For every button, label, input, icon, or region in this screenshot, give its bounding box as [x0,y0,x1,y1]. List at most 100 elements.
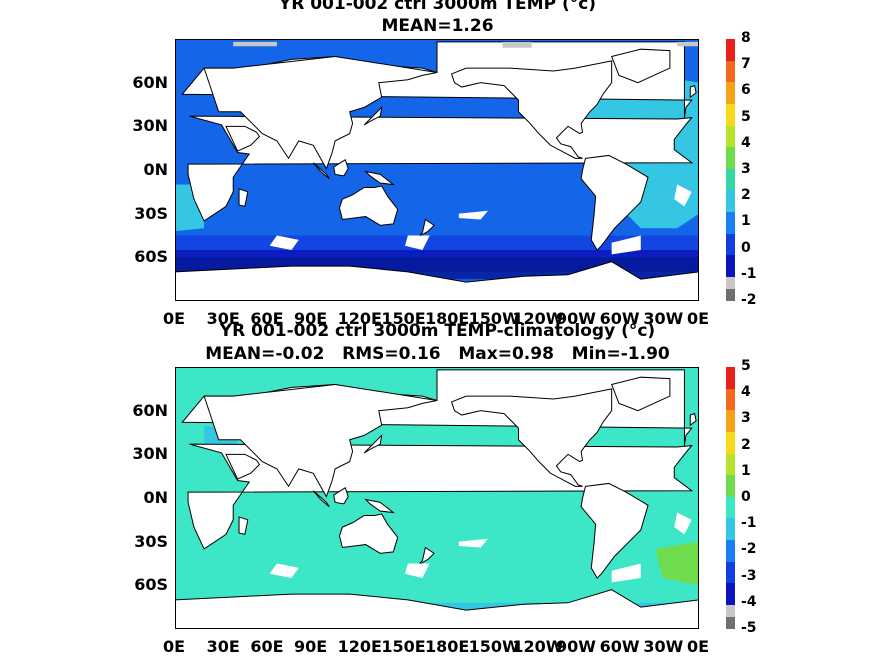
colorbar-tick-label: -3 [741,567,757,584]
lon-tick-label: 120W [512,637,564,656]
land-mass [364,498,396,514]
colorbar-tick-label: 0 [741,239,751,256]
land-mass [175,261,699,301]
land-mass [363,433,383,454]
colorbar-segment [726,367,735,390]
land-mass [175,589,699,629]
colorbar-tick-label: 4 [741,384,751,401]
colorbar-segment [726,147,735,170]
colorbar-segment [726,410,735,433]
lat-tick-label: 60S [134,247,168,267]
land-mass [338,185,399,226]
land-mass [450,60,613,159]
panel2-map [175,367,699,629]
land-mass [363,105,383,126]
land-mass [417,546,435,566]
colorbar-tick-label: -4 [741,593,757,610]
shallow-region [269,563,299,579]
colorbar-tick-label: 8 [741,30,751,46]
lon-tick-label: 150W [468,309,520,328]
colorbar-tick-label: 5 [741,358,751,374]
lon-tick-label: 90E [294,637,328,656]
colorbar-tick-label: 0 [741,489,751,505]
colorbar-segment [726,583,735,606]
land-mass [610,48,671,84]
lon-tick-label: 120E [337,309,382,328]
lon-tick-label: 150E [381,309,426,328]
lon-tick-label: 30E [206,309,240,328]
lon-tick-label: 90W [556,309,596,328]
map-svg [175,367,699,629]
shallow-region [269,235,299,251]
lat-tick-label: 60S [134,575,168,595]
colorbar-segment [726,518,735,541]
panel1-title: YR 001-002 ctrl 3000m TEMP (°c) [278,0,597,14]
colorbar-tick-label: -5 [741,620,757,636]
shallow-region [404,235,430,251]
land-mass [333,159,349,177]
colorbar-missing-segment [726,605,735,617]
missing-data-block [502,41,532,48]
map-frame [175,367,699,629]
lon-tick-label: 30E [206,637,240,656]
lon-tick-label: 0E [163,309,186,328]
colorbar-tick-label: 2 [741,436,751,453]
land-mass [450,388,613,487]
panel1-map [175,39,699,301]
lon-tick-label: 0E [687,309,710,328]
colorbar-tick-label: 2 [741,187,751,204]
shallow-region [458,210,488,220]
land-mass [333,487,349,505]
lon-tick-label: 30W [643,309,684,328]
colorbar-segment [726,190,735,213]
lon-tick-label: 30W [643,637,684,656]
colorbar-land-segment [726,289,735,301]
land-mass [238,188,249,208]
land-mass [203,383,438,498]
land-mass [203,55,438,170]
lon-tick-label: 150E [381,637,426,656]
lon-tick-label: 60W [599,637,640,656]
colorbar-segment [726,82,735,105]
lon-tick-label: 60E [250,637,284,656]
colorbar-tick-label: -1 [741,515,757,532]
shallow-region [404,563,430,579]
land-mass [580,482,649,579]
missing-data-block [233,41,277,47]
colorbar-segment [726,475,735,498]
lat-tick-label: 0N [143,488,168,507]
shallow-region [674,184,692,207]
lat-tick-label: 60N [132,400,168,420]
lon-tick-label: 90W [556,637,596,656]
lon-tick-label: 180E [425,637,470,656]
panel2-subtitle: MEAN=-0.02 RMS=0.16 Max=0.98 Min=-1.90 [205,344,670,364]
land-mass [238,516,249,536]
colorbar-segment [726,540,735,563]
colorbar-tick-label: 3 [741,161,751,177]
panel1-subtitle: MEAN=1.26 [381,16,494,36]
land-mass [610,376,671,412]
shallow-region [674,512,692,535]
shallow-region [458,538,488,548]
land-mass [364,170,396,186]
colorbar-segment [726,168,735,191]
colorbar-tick-label: 1 [741,462,751,479]
colorbar-tick-label: 1 [741,213,751,230]
lon-tick-label: 180E [425,309,470,328]
land-mass [225,453,261,480]
land-mass [417,218,435,238]
colorbar-segment [726,431,735,455]
colorbar-tick-label: -2 [741,292,757,308]
lat-tick-label: 0N [143,160,168,179]
lat-tick-label: 30S [134,531,168,551]
land-mass [689,84,697,99]
lon-tick-label: 60W [599,309,640,328]
colorbar [726,39,735,301]
lon-tick-label: 150W [468,637,520,656]
land-mass [312,490,330,508]
colorbar-segment [726,453,735,476]
lon-tick-label: 0E [163,637,186,656]
panel2-title: YR 001-002 ctrl 3000m TEMP-climatology (… [219,321,656,341]
colorbar-segment [726,39,735,62]
colorbar-tick-label: 5 [741,108,751,125]
